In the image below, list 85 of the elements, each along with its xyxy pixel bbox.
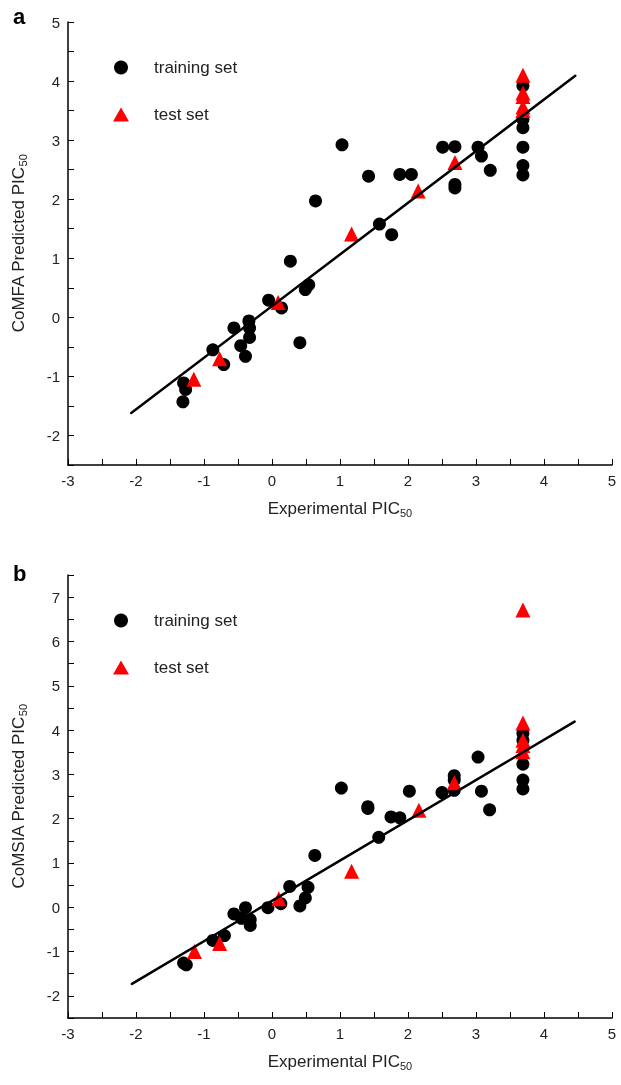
point <box>344 863 360 879</box>
legend-label: test set <box>154 105 210 124</box>
point <box>212 351 228 367</box>
point <box>234 339 248 353</box>
legend-label: test set <box>154 658 210 677</box>
point <box>516 168 530 182</box>
point <box>402 784 416 798</box>
y-tick-label: 1 <box>51 249 60 267</box>
point <box>344 226 360 242</box>
point <box>471 750 485 764</box>
point <box>335 138 349 152</box>
point <box>474 784 488 798</box>
x-tick-label: 5 <box>607 472 617 489</box>
x-tick-label: 4 <box>539 472 549 489</box>
x-tick-label: 3 <box>471 472 481 489</box>
chart-title: a <box>13 3 26 29</box>
legend-label: training set <box>154 611 238 630</box>
x-tick-label: 5 <box>607 1025 617 1042</box>
point <box>262 293 276 307</box>
point <box>515 67 531 83</box>
x-tick-label: -3 <box>61 472 75 489</box>
x-tick-label: -3 <box>61 1025 75 1042</box>
x-tick-label: 1 <box>335 1025 345 1042</box>
y-tick-label: 0 <box>51 898 60 916</box>
point <box>436 140 450 154</box>
y-tick-label: 0 <box>51 308 60 326</box>
point <box>393 167 407 181</box>
y-tick-label: 2 <box>51 190 60 208</box>
point <box>212 936 228 952</box>
y-tick-label: 3 <box>51 131 60 149</box>
x-tick-label: 2 <box>403 472 413 489</box>
y-tick-label: 3 <box>51 765 60 783</box>
x-tick-label: 1 <box>335 472 345 489</box>
point <box>404 167 418 181</box>
point <box>516 140 530 154</box>
point <box>515 602 531 618</box>
y-axis-title: CoMSIA Predicted PIC50 <box>9 703 29 889</box>
point <box>293 336 307 350</box>
y-tick-label: -1 <box>46 367 60 385</box>
point <box>298 283 312 297</box>
x-tick-label: -1 <box>197 1025 211 1042</box>
chart-title: b <box>13 560 27 586</box>
y-tick-label: 5 <box>51 677 60 695</box>
point <box>483 803 497 817</box>
point <box>516 782 530 796</box>
point <box>435 786 449 800</box>
y-tick-label: -2 <box>46 426 60 444</box>
y-tick-label: -2 <box>46 987 60 1005</box>
x-tick-label: 2 <box>403 1025 413 1042</box>
point <box>293 899 307 913</box>
point <box>243 330 257 344</box>
y-tick-label: 4 <box>51 721 60 739</box>
point <box>362 169 376 183</box>
point <box>516 757 530 771</box>
point <box>238 901 252 915</box>
y-tick-label: 2 <box>51 810 60 828</box>
y-tick-label: 1 <box>51 854 60 872</box>
point <box>308 848 322 862</box>
point <box>474 149 488 163</box>
y-tick-label: -1 <box>46 943 60 961</box>
x-tick-label: -2 <box>129 1025 143 1042</box>
x-tick-label: -1 <box>197 472 211 489</box>
y-tick-label: 7 <box>51 588 60 606</box>
y-tick-label: 4 <box>51 72 60 90</box>
point <box>176 395 190 409</box>
x-tick-label: -2 <box>129 472 143 489</box>
point <box>393 811 407 825</box>
x-tick-label: 0 <box>267 472 277 489</box>
x-tick-label: 0 <box>267 1025 277 1042</box>
point <box>448 140 462 154</box>
y-axis-title: CoMFA Predicted PIC50 <box>9 154 29 333</box>
point <box>515 715 531 731</box>
point <box>309 194 323 208</box>
point <box>334 781 348 795</box>
point <box>483 163 497 177</box>
point <box>186 371 202 387</box>
point <box>238 349 252 363</box>
point <box>186 944 202 960</box>
x-tick-label: 3 <box>471 1025 481 1042</box>
y-tick-label: 6 <box>51 632 60 650</box>
point <box>385 228 399 242</box>
point <box>283 254 297 268</box>
x-tick-label: 4 <box>539 1025 549 1042</box>
legend-label: training set <box>154 58 238 77</box>
y-tick-label: 5 <box>51 13 60 31</box>
